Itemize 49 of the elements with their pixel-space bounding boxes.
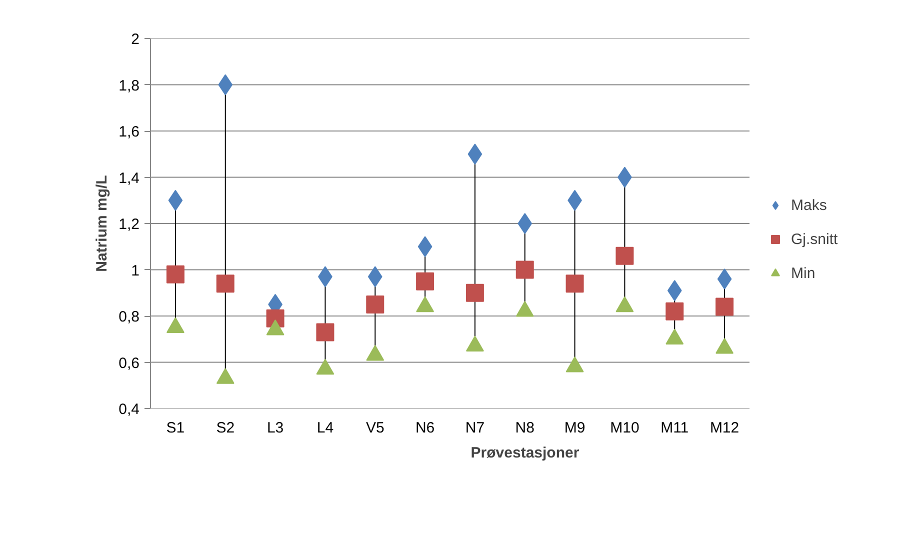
point bbox=[366, 295, 384, 314]
y-tick-label: 2 bbox=[131, 31, 140, 48]
y-tick-label: 1,4 bbox=[118, 170, 140, 187]
point bbox=[316, 358, 334, 375]
point bbox=[666, 328, 684, 345]
point bbox=[616, 246, 634, 265]
point bbox=[716, 338, 734, 354]
point bbox=[216, 368, 234, 384]
y-tick-label: 1 bbox=[131, 262, 140, 280]
y-tick-label: 1,2 bbox=[118, 216, 140, 233]
point bbox=[316, 323, 334, 342]
point bbox=[717, 268, 732, 290]
x-tick-label: L3 bbox=[266, 420, 284, 436]
y-tick-label: 0,6 bbox=[118, 354, 140, 372]
x-tick-label: M12 bbox=[710, 420, 740, 436]
x-tick-label: M11 bbox=[660, 420, 689, 436]
x-axis-title: Prøvestasjoner bbox=[470, 444, 580, 462]
x-tick-label: M10 bbox=[610, 420, 640, 436]
point bbox=[518, 213, 532, 234]
legend-label: Min bbox=[791, 264, 816, 282]
point bbox=[566, 356, 584, 372]
x-tick-label: N6 bbox=[415, 420, 435, 436]
y-tick-label: 1,8 bbox=[118, 77, 140, 94]
x-tick-label: N7 bbox=[465, 420, 485, 436]
point bbox=[416, 272, 434, 290]
x-tick-label: M9 bbox=[564, 420, 586, 436]
y-tick-label: 0,8 bbox=[118, 308, 140, 326]
x-tick-label: V5 bbox=[366, 420, 384, 436]
point bbox=[516, 301, 534, 317]
point bbox=[266, 320, 284, 336]
legend-label: Gj.snitt bbox=[791, 230, 838, 248]
point bbox=[716, 298, 734, 316]
x-tick-label: S2 bbox=[216, 420, 235, 436]
point bbox=[216, 274, 234, 293]
point bbox=[666, 302, 684, 320]
point bbox=[366, 345, 384, 361]
legend-label: Maks bbox=[791, 196, 827, 214]
y-axis-title: Natrium mg/L bbox=[94, 175, 111, 272]
y-tick-label: 0,4 bbox=[118, 401, 140, 418]
point bbox=[466, 336, 484, 352]
y-tick-label: 1,6 bbox=[118, 124, 140, 140]
point bbox=[466, 284, 484, 302]
x-tick-label: N8 bbox=[515, 420, 534, 436]
point bbox=[516, 260, 534, 279]
x-tick-label: S1 bbox=[166, 420, 185, 436]
x-tick-label: L4 bbox=[316, 420, 334, 436]
point bbox=[566, 274, 584, 293]
point bbox=[166, 265, 184, 284]
point bbox=[166, 317, 184, 333]
